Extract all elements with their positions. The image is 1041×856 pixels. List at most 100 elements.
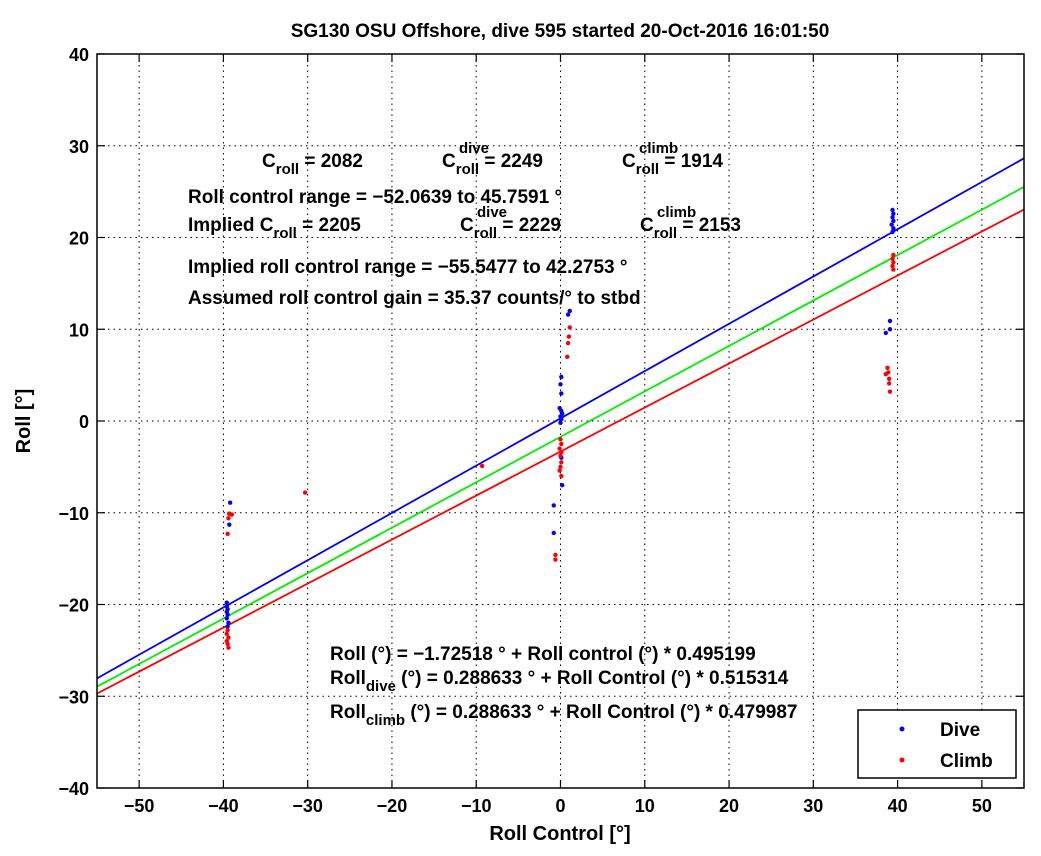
dive-point: [558, 420, 563, 426]
y-tick-label: 0: [79, 412, 89, 432]
data-points: [224, 207, 896, 650]
climb-point: [226, 516, 231, 521]
climb-point: [302, 490, 308, 495]
dive-point: [226, 620, 231, 626]
annotation-line3-climb-sup: climb: [657, 204, 696, 221]
climb-point: [886, 376, 892, 381]
annotation-line3-climb: Croll = 2153: [640, 215, 741, 242]
dive-point: [883, 330, 888, 336]
dive-point: [887, 318, 893, 324]
legend: Dive Climb: [857, 709, 1017, 779]
dive-point: [227, 522, 232, 527]
climb-point: [559, 473, 564, 479]
climb-point: [553, 557, 558, 562]
dive-point: [558, 382, 563, 387]
climb-point: [558, 453, 563, 459]
climb-point: [885, 365, 890, 370]
climb-point: [226, 635, 231, 640]
dive-point: [557, 405, 562, 411]
climb-point: [479, 463, 485, 469]
climb-point: [226, 645, 231, 650]
equation-overall: Roll (°) = −1.72518 ° + Roll control (°)…: [330, 644, 756, 665]
climb-point: [891, 252, 896, 258]
tick-labels: −50 −40 −30 −20 −10 0 10 20 30 40 50 −40 −30 −20 −10 0 1…: [58, 45, 991, 816]
legend-marker-climb: [899, 757, 905, 763]
dive-point: [227, 500, 233, 505]
dive-point: [889, 222, 894, 227]
climb-point: [891, 267, 896, 272]
legend-marker-dive: [899, 726, 905, 732]
y-tick-label: 20: [69, 229, 89, 249]
climb-point: [559, 449, 564, 455]
dive-point: [551, 503, 556, 508]
dive-point: [890, 229, 895, 235]
annotation-line1: Croll = 2082: [262, 151, 363, 178]
x-tick-label: 20: [719, 796, 739, 816]
y-tick-label: −10: [58, 504, 89, 524]
y-tick-label: 40: [69, 45, 89, 65]
y-tick-label: 30: [69, 137, 89, 157]
dive-point: [224, 616, 229, 621]
climb-point: [565, 354, 570, 359]
climb-point: [225, 627, 230, 633]
annotation-line4: Implied roll control range = −55.5477 to…: [188, 257, 628, 278]
annotation-line3-dive: Croll = 2229: [460, 215, 561, 242]
annotation-line3-dive-sup: dive: [477, 204, 507, 221]
dive-point: [565, 312, 571, 317]
plot-frame: [96, 53, 1025, 789]
x-tick-label: 0: [555, 796, 565, 816]
climb-point: [559, 441, 564, 447]
dive-point: [559, 391, 564, 396]
dive-point: [225, 624, 230, 629]
annotation-line5: Assumed roll control gain = 35.37 counts…: [188, 288, 641, 309]
equation-dive: Rolldive (°) = 0.288633 ° + Roll Control…: [330, 668, 789, 695]
annotation-line3: Implied Croll = 2205: [188, 215, 361, 242]
annotation-line1-climb: Croll = 1914: [622, 151, 723, 178]
x-tick-label: 40: [888, 796, 908, 816]
climb-point: [557, 446, 562, 451]
y-tick-label: −30: [58, 687, 89, 707]
climb-point: [891, 260, 896, 265]
x-tick-label: 10: [635, 796, 655, 816]
annotation-line1-dive-sup: dive: [459, 140, 489, 157]
dive-point: [224, 600, 229, 605]
climb-point: [225, 531, 230, 537]
climb-point: [557, 468, 562, 473]
climb-point: [553, 552, 558, 558]
dive-point: [890, 215, 895, 220]
legend-box: [857, 709, 1017, 779]
dive-point: [559, 483, 565, 488]
annotation-line1-dive: Croll = 2249: [442, 151, 543, 178]
x-tick-label: 30: [803, 796, 823, 816]
x-tick-label: 50: [972, 796, 992, 816]
dive-point: [559, 374, 564, 380]
climb-point: [886, 381, 892, 386]
dive-point: [567, 308, 572, 314]
climb-point: [887, 389, 893, 394]
climb-point: [559, 460, 564, 465]
annotation-line1-climb-sup: climb: [639, 140, 678, 157]
climb-point: [224, 631, 229, 637]
climb-point: [886, 370, 891, 375]
climb-point: [558, 464, 563, 470]
climb-point: [558, 437, 563, 442]
x-tick-label: −40: [208, 796, 239, 816]
annotation-coefficients: Croll = 2082 Croll = 2249 dive Croll = 1…: [188, 140, 741, 309]
climb-point: [890, 256, 895, 261]
dive-point: [891, 211, 896, 216]
x-tick-label: −20: [377, 796, 408, 816]
dive-point: [551, 530, 556, 536]
climb-point: [229, 512, 235, 517]
annotation-equations: Roll (°) = −1.72518 ° + Roll control (°)…: [330, 644, 797, 729]
equation-climb: Rollclimb (°) = 0.288633 ° + Roll Contro…: [330, 702, 797, 729]
y-axis-label: Roll [°]: [13, 389, 35, 454]
climb-point: [225, 641, 230, 647]
x-tick-label: −30: [292, 796, 323, 816]
y-tick-label: −20: [58, 596, 89, 616]
y-tick-label: 10: [69, 320, 89, 340]
fit-line: [97, 186, 1024, 688]
dive-point: [887, 327, 893, 332]
climb-point: [565, 340, 571, 346]
climb-point: [567, 325, 572, 330]
